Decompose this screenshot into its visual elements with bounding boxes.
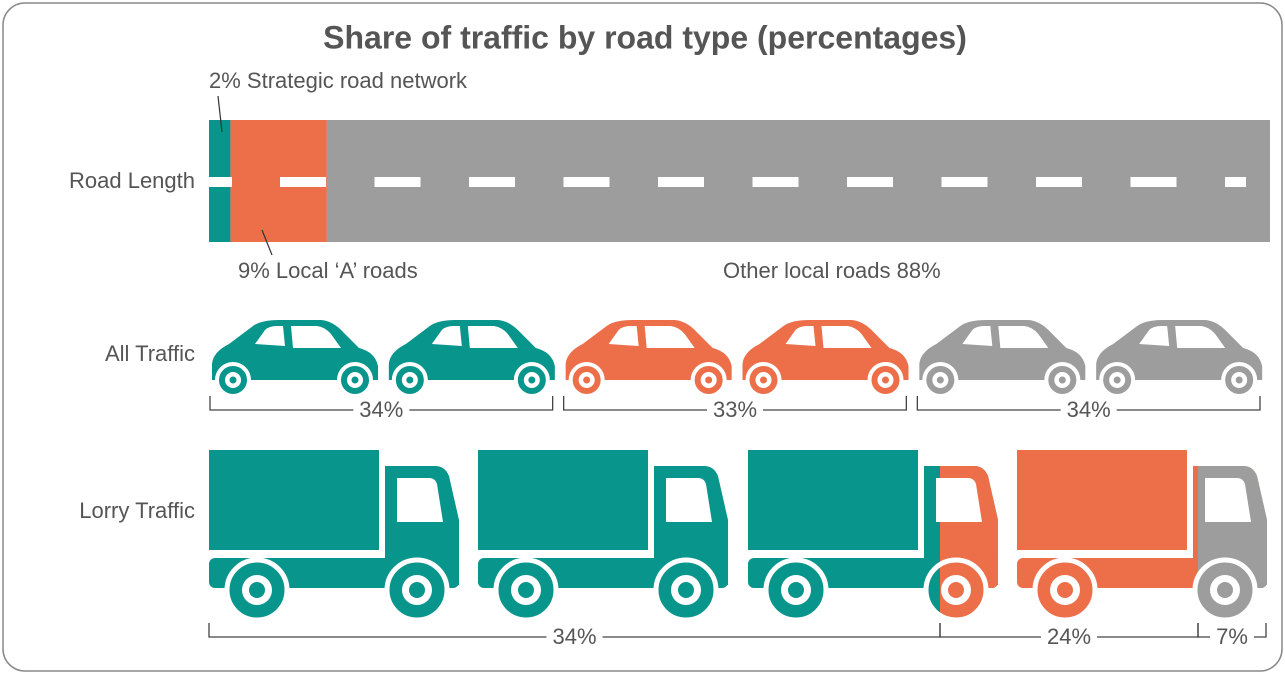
wheel	[678, 582, 694, 598]
chart: Share of traffic by road type (percentag…	[0, 0, 1285, 674]
row-label: All Traffic	[105, 341, 195, 366]
wheel	[518, 582, 534, 598]
dash	[1036, 177, 1082, 187]
wheel	[760, 377, 767, 384]
value-label: 24%	[1047, 624, 1091, 649]
wheel	[1217, 582, 1233, 598]
dash	[280, 177, 326, 187]
lorry-box	[1017, 450, 1187, 550]
dash	[753, 177, 799, 187]
dash	[1225, 177, 1246, 187]
wheel	[788, 582, 804, 598]
wheel	[409, 582, 425, 598]
lorry-window	[936, 478, 982, 522]
value-label: 34%	[1067, 397, 1111, 422]
value-label: 34%	[552, 624, 596, 649]
value-label: 33%	[713, 397, 757, 422]
wheel	[1057, 582, 1073, 598]
wheel	[249, 582, 265, 598]
wheel	[352, 377, 359, 384]
value-label: 34%	[359, 397, 403, 422]
wheel	[528, 377, 535, 384]
lorry-box	[748, 450, 918, 550]
lorry-window	[397, 478, 443, 522]
wheel	[406, 377, 413, 384]
dash	[942, 177, 988, 187]
wheel	[948, 582, 964, 598]
dash	[1131, 177, 1177, 187]
wheel	[882, 377, 889, 384]
dash	[847, 177, 893, 187]
wheel	[1114, 377, 1121, 384]
value-label: 7%	[1216, 624, 1248, 649]
lorry-window	[1205, 478, 1251, 522]
lorry-window	[666, 478, 712, 522]
wheel	[1059, 377, 1066, 384]
row-label: Road Length	[69, 168, 195, 193]
value-label: Other local roads 88%	[723, 258, 941, 283]
dash	[209, 177, 232, 187]
wheel	[583, 377, 590, 384]
lorry-box	[209, 450, 379, 550]
wheel	[1236, 377, 1243, 384]
lorry-box	[478, 450, 648, 550]
chart-title: Share of traffic by road type (percentag…	[323, 19, 967, 55]
value-label: 9% Local ‘A’ roads	[238, 258, 418, 283]
dash	[564, 177, 610, 187]
wheel	[937, 377, 944, 384]
row-label: Lorry Traffic	[79, 498, 195, 523]
wheel	[230, 377, 237, 384]
dash	[469, 177, 515, 187]
wheel	[705, 377, 712, 384]
value-label: 2% Strategic road network	[209, 68, 468, 93]
dash	[658, 177, 704, 187]
dash	[375, 177, 421, 187]
